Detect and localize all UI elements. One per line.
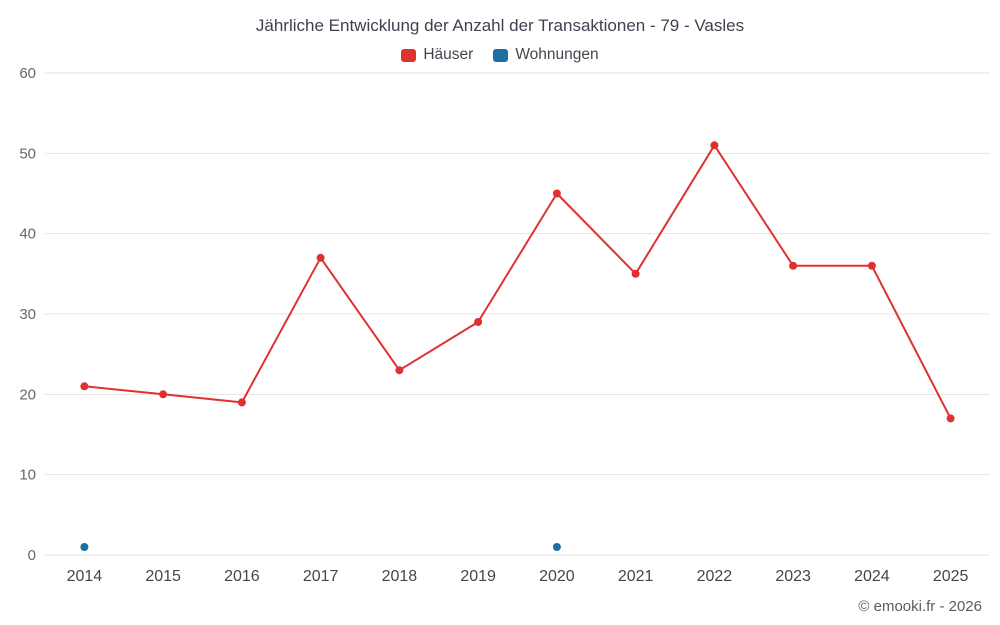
copyright-footer: © emooki.fr - 2026 [858, 598, 982, 615]
x-tick-label: 2025 [933, 568, 969, 585]
x-tick-label: 2023 [775, 568, 811, 585]
point-wohnungen-2020[interactable] [552, 543, 561, 551]
legend-swatch-wohnungen [493, 48, 509, 62]
x-tick-label: 2024 [854, 568, 890, 585]
y-tick-label: 50 [19, 145, 36, 162]
x-tick-label: 2020 [539, 568, 575, 585]
point-haeuser-2021[interactable] [631, 269, 640, 278]
legend-item-wohnungen[interactable]: Wohnungen [493, 46, 599, 64]
point-haeuser-2025[interactable] [946, 414, 955, 423]
x-tick-label: 2018 [382, 568, 418, 585]
point-haeuser-2015[interactable] [159, 390, 168, 399]
x-tick-label: 2019 [460, 568, 496, 585]
point-haeuser-2020[interactable] [552, 189, 561, 198]
y-tick-label: 20 [19, 386, 36, 403]
point-haeuser-2024[interactable] [867, 261, 876, 270]
x-tick-label: 2015 [145, 568, 181, 585]
series-line-haeuser [83, 144, 952, 420]
y-tick-label: 0 [28, 547, 36, 564]
legend-swatch-haeuser [401, 48, 417, 62]
point-haeuser-2023[interactable] [789, 261, 798, 270]
point-haeuser-2017[interactable] [316, 253, 325, 262]
x-tick-label: 2021 [618, 568, 654, 585]
x-tick-label: 2022 [697, 568, 733, 585]
x-tick-label: 2014 [67, 568, 103, 585]
point-haeuser-2019[interactable] [474, 318, 483, 326]
point-haeuser-2016[interactable] [237, 398, 246, 407]
chart-title: Jährliche Entwicklung der Anzahl der Tra… [255, 16, 745, 35]
legend-label-haeuser: Häuser [423, 46, 474, 63]
y-tick-label: 60 [19, 65, 36, 82]
legend: Häuser Wohnungen [0, 46, 1000, 64]
x-tick-label: 2016 [224, 568, 260, 585]
x-tick-label: 2017 [303, 568, 339, 585]
y-tick-label: 30 [19, 306, 36, 323]
point-haeuser-2014[interactable] [80, 382, 89, 391]
point-wohnungen-2014[interactable] [80, 543, 89, 551]
legend-item-haeuser[interactable]: Häuser [401, 46, 473, 64]
point-haeuser-2022[interactable] [710, 141, 719, 150]
y-tick-label: 40 [19, 226, 36, 243]
legend-label-wohnungen: Wohnungen [515, 46, 599, 63]
point-haeuser-2018[interactable] [395, 366, 404, 375]
y-tick-label: 10 [19, 467, 36, 484]
